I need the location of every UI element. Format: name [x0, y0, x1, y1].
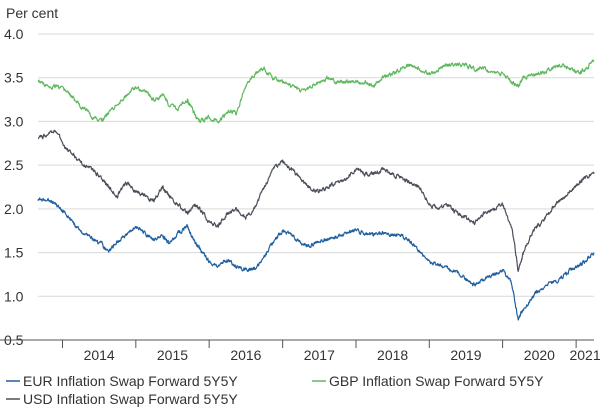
legend-label: USD Inflation Swap Forward 5Y5Y: [23, 391, 238, 407]
y-tick-label: 2.5: [4, 157, 24, 173]
x-tick-label: 2019: [450, 347, 481, 363]
y-unit-label: Per cent: [6, 5, 58, 21]
x-tick-label: 2014: [84, 347, 115, 363]
legend: EUR Inflation Swap Forward 5Y5Y GBP Infla…: [6, 373, 544, 407]
y-tick-label: 4.0: [4, 26, 24, 42]
x-tick-label: 2015: [157, 347, 188, 363]
y-tick-label: 1.0: [4, 288, 24, 304]
y-tick-label: 3.5: [4, 70, 24, 86]
y-tick-label: 2.0: [4, 201, 24, 217]
x-tick-label: 2017: [304, 347, 335, 363]
y-tick-label: 3.0: [4, 113, 24, 129]
x-tick-label: 2021: [569, 347, 600, 363]
x-tick-label: 2018: [377, 347, 408, 363]
legend-label: GBP Inflation Swap Forward 5Y5Y: [329, 373, 544, 389]
grid-layer: [38, 33, 594, 297]
x-tick-label: 2016: [230, 347, 261, 363]
series-line: [37, 197, 595, 321]
series-line: [37, 129, 595, 272]
x-tick-label: 2020: [524, 347, 555, 363]
series-layer: [37, 59, 595, 321]
y-tick-label: 1.5: [4, 245, 24, 261]
series-line: [37, 59, 595, 124]
legend-label: EUR Inflation Swap Forward 5Y5Y: [23, 373, 238, 389]
